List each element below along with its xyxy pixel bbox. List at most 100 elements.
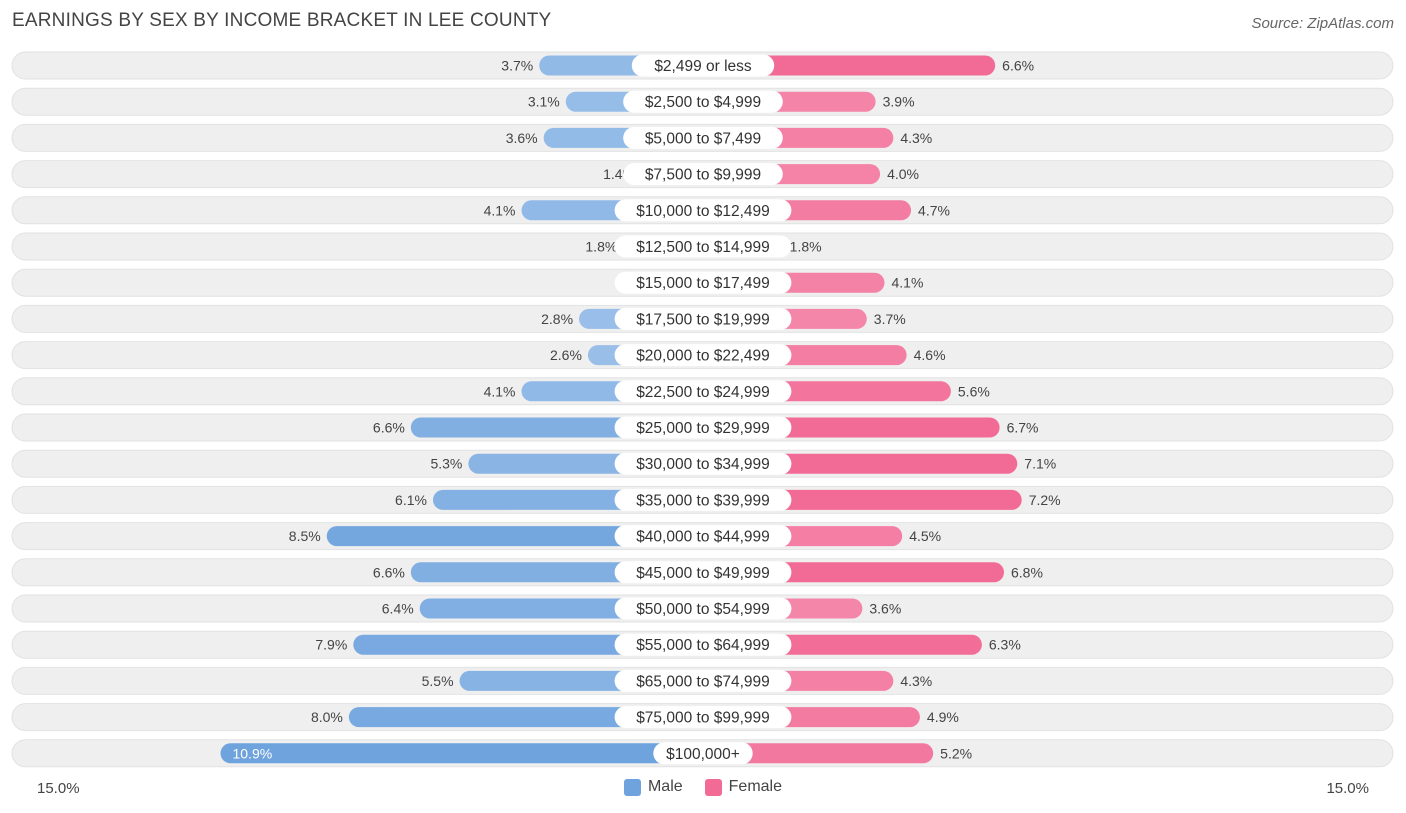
category-label-bg — [614, 199, 792, 222]
male-value-label: 4.1% — [484, 202, 516, 218]
category-label-bg — [614, 344, 792, 367]
bar-row: 1.4% 4.0%$7,500 to $9,999 — [11, 160, 1394, 189]
category-label: $50,000 to $54,999 — [636, 601, 770, 618]
category-label-bg — [614, 525, 792, 548]
category-label: $100,000+ — [666, 746, 740, 763]
female-value-label: 4.7% — [918, 202, 950, 218]
female-value-label: 7.1% — [1024, 456, 1056, 472]
bar-row: 6.6% 6.8% $45,000 to $49,999 — [11, 558, 1394, 587]
bar-row: 1.8% 1.8% $12,500 to $14,999 — [11, 232, 1394, 261]
category-label: $15,000 to $17,499 — [636, 275, 770, 292]
male-value-label: 6.6% — [373, 420, 405, 436]
category-label-bg — [614, 307, 792, 330]
male-value-label: 3.1% — [528, 94, 560, 110]
legend-male-label: Male — [647, 778, 683, 795]
category-label-bg — [623, 90, 783, 113]
category-label: $7,500 to $9,999 — [645, 167, 761, 184]
male-value-label: 6.4% — [382, 601, 414, 617]
female-swatch-icon — [704, 778, 722, 796]
female-value-label: 4.1% — [891, 275, 923, 291]
bar-row: 2.8% 3.7% $17,500 to $19,999 — [11, 304, 1394, 333]
bar-row: 4.1% 5.6% $22,500 to $24,999 — [11, 377, 1394, 406]
category-label-bg — [614, 452, 792, 475]
female-value-label: 4.0% — [887, 166, 919, 182]
category-label-bg — [614, 416, 792, 439]
category-label-bg — [614, 380, 792, 403]
category-label-bg — [623, 126, 783, 149]
bar-row: 6.6% 6.7% $25,000 to $29,999 — [11, 413, 1394, 442]
category-label-bg — [614, 235, 792, 258]
category-label: $20,000 to $22,499 — [636, 348, 770, 365]
male-bar — [220, 743, 703, 764]
male-value-label: 2.6% — [550, 347, 582, 363]
category-label-bg — [614, 633, 792, 656]
category-label: $25,000 to $29,999 — [636, 420, 770, 437]
male-value-label: 7.9% — [315, 637, 347, 653]
category-label-bg — [614, 669, 792, 692]
category-label-bg — [614, 561, 792, 584]
male-value-label: 2.8% — [541, 311, 573, 327]
bar-row: 3.1% 3.9% $2,500 to $4,999 — [11, 87, 1394, 116]
male-value-label: 4.1% — [484, 383, 516, 399]
category-label: $40,000 to $44,999 — [636, 529, 770, 546]
bar-row: 10.9% 5.2% $100,000+ — [11, 739, 1394, 768]
male-value-label: 5.5% — [422, 673, 454, 689]
male-swatch-icon — [623, 778, 641, 796]
male-value-label: 3.7% — [501, 58, 533, 74]
bar-row: 3.6% 4.3% $5,000 to $7,499 — [11, 123, 1394, 152]
legend-item-male[interactable]: Male — [623, 778, 683, 796]
female-value-label: 6.3% — [989, 637, 1021, 653]
axis-right-label: 15.0% — [1326, 780, 1369, 797]
category-label-bg — [653, 742, 753, 765]
female-value-label: 3.6% — [869, 601, 901, 617]
female-value-label: 4.5% — [909, 528, 941, 544]
bar-row: 3.7% 6.6% $2,499 or less — [11, 51, 1394, 80]
male-value-label: 6.1% — [395, 492, 427, 508]
category-label: $55,000 to $64,999 — [636, 637, 770, 654]
female-value-label: 6.6% — [1002, 58, 1034, 74]
male-bar — [353, 634, 703, 655]
female-value-label: 4.3% — [900, 130, 932, 146]
female-value-label: 1.8% — [790, 239, 822, 255]
source-note: Source: ZipAtlas.com — [1251, 15, 1394, 32]
bar-row: 5.5% 4.3% $65,000 to $74,999 — [11, 666, 1394, 695]
female-value-label: 5.6% — [958, 383, 990, 399]
female-value-label: 6.7% — [1007, 420, 1039, 436]
category-label-bg — [614, 271, 792, 294]
male-value-label: 3.6% — [506, 130, 538, 146]
female-value-label: 6.8% — [1011, 564, 1043, 580]
category-label-bg — [623, 163, 783, 186]
bar-row: 2.6% 4.6% $20,000 to $22,499 — [11, 341, 1394, 370]
category-label-bg — [614, 488, 792, 511]
male-value-label: 5.3% — [430, 456, 462, 472]
category-label: $75,000 to $99,999 — [636, 710, 770, 727]
bar-row: 4.1% 4.7% $10,000 to $12,499 — [11, 196, 1394, 225]
male-value-label: 8.0% — [311, 709, 343, 725]
female-bar — [703, 55, 996, 76]
bar-row: 0.95%4.1%$15,000 to $17,499 — [11, 268, 1394, 297]
bar-row: 8.5% 4.5% $40,000 to $44,999 — [11, 522, 1394, 551]
female-value-label: 4.9% — [927, 709, 959, 725]
bar-row: 7.9% 6.3% $55,000 to $64,999 — [11, 630, 1394, 659]
female-value-label: 4.3% — [900, 673, 932, 689]
category-label: $35,000 to $39,999 — [636, 492, 770, 509]
category-label: $17,500 to $19,999 — [636, 311, 770, 328]
male-bar — [348, 707, 703, 728]
female-value-label: 3.7% — [874, 311, 906, 327]
category-label: $10,000 to $12,499 — [636, 203, 770, 220]
male-value-label: 10.9% — [232, 745, 272, 761]
bar-row: 8.0% 4.9% $75,000 to $99,999 — [11, 703, 1394, 732]
male-bar — [326, 526, 703, 547]
female-bar — [703, 743, 934, 764]
male-value-label: 8.5% — [289, 528, 321, 544]
category-label: $45,000 to $49,999 — [636, 565, 770, 582]
axis-left-label: 15.0% — [37, 780, 80, 797]
female-value-label: 3.9% — [883, 94, 915, 110]
category-label-bg — [614, 597, 792, 620]
bar-row: 6.4% 3.6% $50,000 to $54,999 — [11, 594, 1394, 623]
category-label-bg — [631, 54, 775, 77]
male-value-label: 1.8% — [585, 239, 617, 255]
legend: Male Female — [0, 778, 1406, 796]
legend-item-female[interactable]: Female — [704, 778, 782, 796]
